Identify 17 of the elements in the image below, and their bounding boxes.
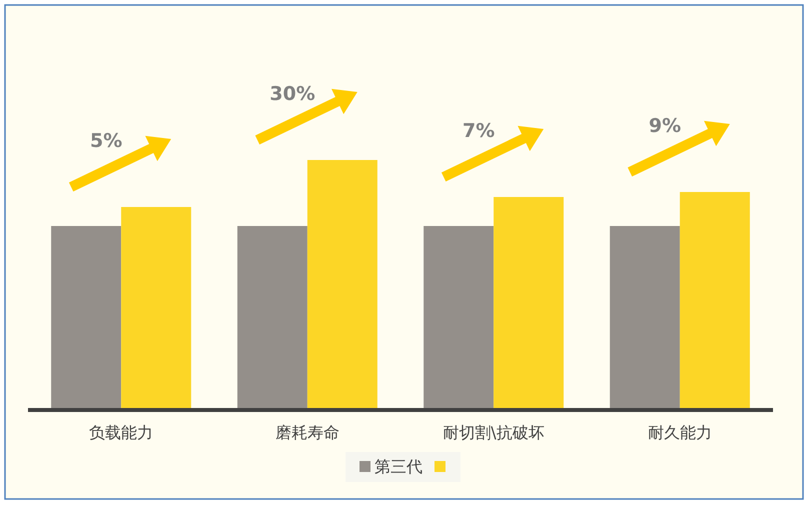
bar <box>51 226 122 410</box>
text: 5% <box>90 130 122 152</box>
text: 30% <box>270 83 316 105</box>
bar <box>424 226 494 410</box>
x-tick-label: 耐久能力 <box>648 423 712 442</box>
bar <box>680 192 750 410</box>
bar <box>610 226 680 410</box>
text: 7% <box>462 120 495 142</box>
legend-label: 第三代 <box>374 457 422 476</box>
bar <box>121 207 192 410</box>
bar <box>494 197 564 410</box>
x-tick-label: 耐切割\抗破坏 <box>442 423 544 442</box>
x-tick-label: 负载能力 <box>89 423 154 442</box>
bar <box>307 160 378 410</box>
text: 9% <box>648 115 682 137</box>
bar <box>237 226 308 410</box>
x-tick-label: 磨耗寿命 <box>275 423 340 442</box>
